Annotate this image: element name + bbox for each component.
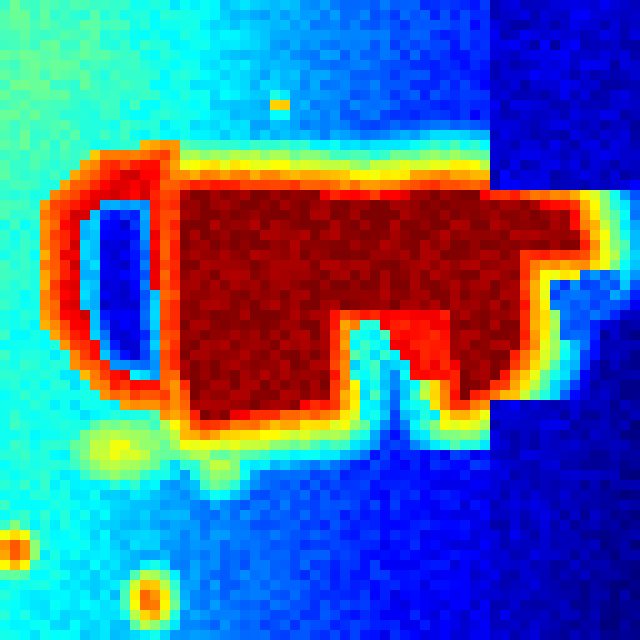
heatmap-figure bbox=[0, 0, 640, 640]
jet-heatmap-canvas bbox=[0, 0, 640, 640]
